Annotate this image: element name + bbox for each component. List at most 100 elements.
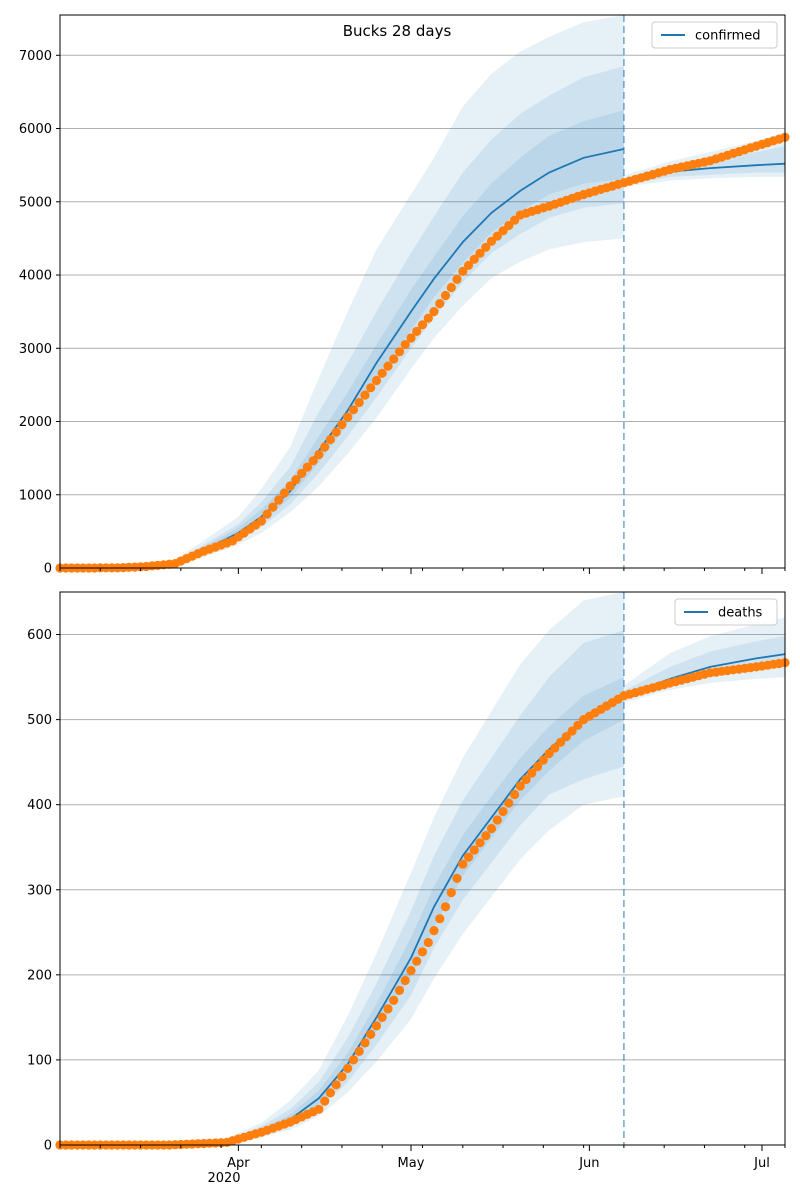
- observed-point: [320, 1096, 330, 1106]
- observed-point: [446, 282, 456, 293]
- observed-point: [515, 781, 525, 791]
- observed-point: [291, 475, 301, 485]
- observed-point: [343, 1063, 353, 1073]
- observed-point: [504, 798, 514, 808]
- observed-point: [440, 290, 451, 301]
- y-tick-label: 0: [44, 562, 52, 577]
- observed-point: [389, 995, 399, 1006]
- observed-point: [435, 299, 445, 309]
- observed-point: [400, 975, 410, 986]
- model-confidence-band: [60, 592, 624, 1145]
- observed-point: [285, 481, 295, 491]
- observed-point: [343, 412, 353, 422]
- observed-point: [302, 462, 312, 472]
- observed-point: [314, 1104, 324, 1114]
- observed-point: [366, 383, 376, 393]
- observed-point: [538, 755, 548, 765]
- observed-point: [348, 405, 359, 415]
- observed-point: [423, 937, 433, 948]
- deaths-panel: 0 100 200 300 400 500 600 Apr May Jun Jul deaths: [27, 591, 790, 1171]
- observed-point: [412, 956, 422, 966]
- observed-point: [509, 789, 520, 800]
- observed-point: [394, 985, 405, 996]
- observed-point: [475, 248, 485, 258]
- observed-point: [475, 838, 485, 848]
- x-tick-label: Jun: [578, 1156, 599, 1171]
- y-tick-label: 7000: [19, 49, 52, 64]
- y-tick-label: 600: [27, 628, 52, 643]
- observed-point: [423, 313, 433, 323]
- x-axis-year-label: 2020: [207, 1171, 240, 1186]
- observed-point: [360, 1038, 370, 1048]
- y-tick-label: 1000: [19, 488, 52, 503]
- observed-point: [412, 326, 422, 336]
- x-tick-label: Apr: [227, 1156, 250, 1171]
- observed-point: [377, 1012, 387, 1023]
- observed-point: [371, 1021, 382, 1031]
- observed-point: [573, 720, 583, 730]
- figure-title: Bucks 28 days: [343, 22, 452, 40]
- observed-point: [337, 420, 347, 430]
- observed-point: [383, 361, 393, 371]
- confirmed-panel: 0 1000 2000 3000 4000 5000 6000 7000 confirmed: [19, 14, 790, 577]
- y-tick-label: 500: [27, 713, 52, 728]
- observed-point: [371, 375, 382, 386]
- y-tick-label: 400: [27, 798, 52, 813]
- observed-point: [268, 502, 278, 512]
- observed-point: [544, 749, 554, 759]
- observed-point: [498, 806, 508, 817]
- y-tick-label: 3000: [19, 342, 52, 357]
- y-tick-label: 300: [27, 883, 52, 898]
- observed-point: [556, 737, 566, 747]
- observed-point: [256, 516, 266, 526]
- observed-point: [469, 845, 479, 855]
- observed-point: [440, 902, 451, 912]
- observed-point: [492, 815, 502, 825]
- observed-point: [417, 320, 428, 330]
- observed-point: [331, 427, 341, 437]
- y-tick-label: 2000: [19, 415, 52, 430]
- legend-box: [674, 598, 778, 626]
- y-tick-label: 100: [27, 1053, 52, 1068]
- observed-point: [481, 831, 491, 841]
- observed-point: [458, 859, 468, 869]
- observed-point: [394, 347, 405, 357]
- legend-box: [651, 21, 778, 49]
- observed-point: [533, 762, 543, 772]
- observed-point: [406, 333, 416, 343]
- observed-point: [377, 368, 387, 378]
- model-confidence-band: [60, 677, 624, 1145]
- y-tick-label: 6000: [19, 122, 52, 137]
- observed-point: [458, 266, 468, 276]
- y-tick-label: 5000: [19, 195, 52, 210]
- observed-point: [325, 434, 335, 445]
- observed-point: [527, 768, 537, 778]
- legend-label: deaths: [718, 606, 763, 621]
- observed-point: [417, 947, 428, 957]
- observed-point: [463, 260, 474, 270]
- model-confidence-band: [60, 630, 624, 1145]
- observed-point: [354, 397, 364, 408]
- observed-point: [561, 732, 571, 742]
- observed-point: [481, 242, 491, 252]
- observed-point: [429, 307, 439, 317]
- x-tick-label: Jul: [753, 1156, 770, 1171]
- legend: deaths: [674, 598, 778, 626]
- observed-point: [297, 468, 307, 478]
- observed-point: [567, 726, 577, 736]
- observed-point: [429, 926, 439, 936]
- observed-point: [389, 354, 399, 364]
- observed-point: [325, 1088, 335, 1098]
- observed-point: [550, 743, 560, 753]
- observed-point: [492, 231, 502, 241]
- observed-point: [279, 488, 289, 498]
- observed-point: [452, 873, 462, 884]
- y-tick-label: 4000: [19, 269, 52, 284]
- observed-point: [320, 442, 330, 452]
- observed-point: [366, 1029, 376, 1039]
- legend: confirmed: [651, 21, 778, 49]
- observed-point: [383, 1004, 393, 1014]
- observed-point: [331, 1080, 341, 1090]
- model-confidence-band: [60, 66, 624, 569]
